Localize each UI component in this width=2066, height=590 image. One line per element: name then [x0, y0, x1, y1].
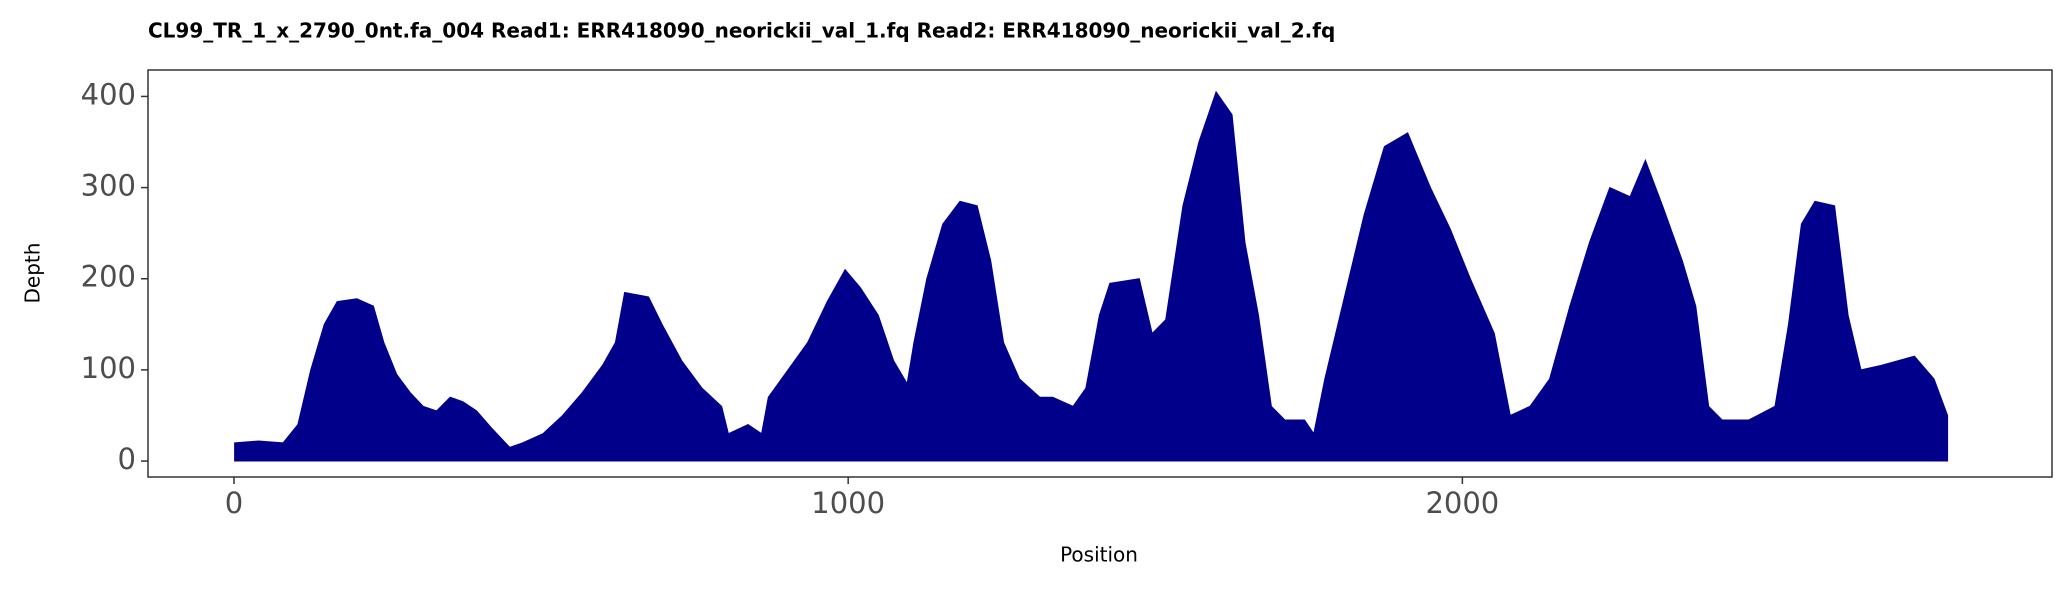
- y-tick-label: 100: [81, 351, 136, 385]
- y-tick-label: 300: [81, 169, 136, 203]
- chart-title: CL99_TR_1_x_2790_0nt.fa_004 Read1: ERR41…: [148, 19, 1335, 43]
- panel-border: [147, 69, 2053, 478]
- y-tick-label: 400: [81, 77, 136, 111]
- depth-area: [234, 90, 1949, 462]
- y-tick-label: 0: [118, 442, 136, 476]
- x-axis-label: Position: [1060, 543, 1138, 567]
- x-tick-label: 1000: [811, 486, 885, 520]
- x-tick-label: 2000: [1425, 486, 1499, 520]
- y-tick-label: 200: [81, 260, 136, 294]
- y-axis-label: Depth: [21, 243, 45, 304]
- x-tick-label: 0: [225, 486, 243, 520]
